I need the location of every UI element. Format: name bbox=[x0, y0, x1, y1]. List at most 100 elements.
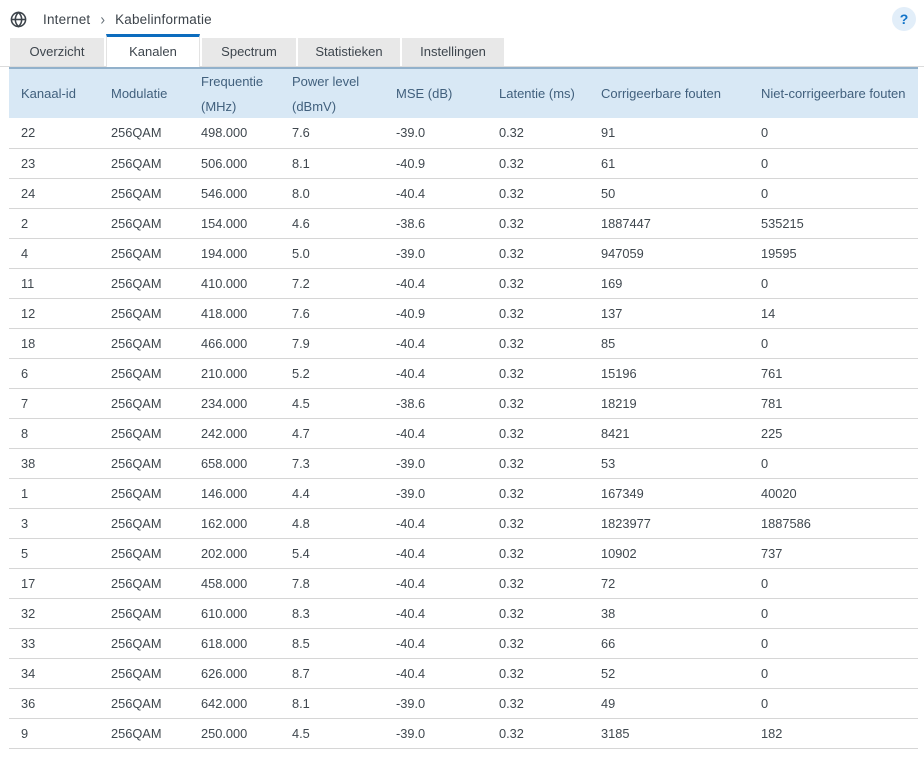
cell-kanaal-id: 3 bbox=[9, 508, 99, 539]
table-row: 17 256QAM 458.000 7.8 -40.4 0.32 72 0 bbox=[9, 568, 918, 599]
cell-niet-corrigeerbare-fouten: 737 bbox=[749, 538, 918, 569]
cell-latentie: 0.32 bbox=[487, 628, 589, 659]
cell-niet-corrigeerbare-fouten: 535215 bbox=[749, 208, 918, 239]
cell-frequentie: 626.000 bbox=[189, 658, 280, 689]
channels-table-container: Kanaal-id Modulatie Frequentie (MHz) Power l… bbox=[9, 67, 918, 749]
cell-power-level: 4.5 bbox=[280, 718, 384, 749]
column-header-latentie: Latentie (ms) bbox=[487, 68, 589, 118]
breadcrumb-bar: Internet › Kabelinformatie ? bbox=[0, 0, 924, 38]
cell-mse: -39.0 bbox=[384, 718, 487, 749]
cell-frequentie: 146.000 bbox=[189, 478, 280, 509]
cell-kanaal-id: 5 bbox=[9, 538, 99, 569]
cell-corrigeerbare-fouten: 66 bbox=[589, 628, 749, 659]
table-body: 22 256QAM 498.000 7.6 -39.0 0.32 91 0 23 256QAM 50… bbox=[9, 118, 918, 749]
cell-latentie: 0.32 bbox=[487, 508, 589, 539]
cell-niet-corrigeerbare-fouten: 0 bbox=[749, 268, 918, 299]
cell-mse: -40.4 bbox=[384, 358, 487, 389]
cell-modulatie: 256QAM bbox=[99, 358, 189, 389]
table-row: 18 256QAM 466.000 7.9 -40.4 0.32 85 0 bbox=[9, 328, 918, 359]
cell-corrigeerbare-fouten: 8421 bbox=[589, 418, 749, 449]
column-header-power-level: Power level (dBmV) bbox=[280, 68, 384, 118]
cell-niet-corrigeerbare-fouten: 14 bbox=[749, 298, 918, 329]
cell-power-level: 4.4 bbox=[280, 478, 384, 509]
cell-frequentie: 458.000 bbox=[189, 568, 280, 599]
cell-power-level: 5.4 bbox=[280, 538, 384, 569]
column-header-line: Modulatie bbox=[111, 86, 168, 101]
globe-icon bbox=[10, 10, 27, 28]
cell-frequentie: 618.000 bbox=[189, 628, 280, 659]
column-header-line: Frequentie bbox=[201, 73, 264, 89]
cell-power-level: 4.5 bbox=[280, 388, 384, 419]
table-row: 3 256QAM 162.000 4.8 -40.4 0.32 1823977 1887586 bbox=[9, 508, 918, 539]
cell-frequentie: 498.000 bbox=[189, 118, 280, 149]
cell-niet-corrigeerbare-fouten: 182 bbox=[749, 718, 918, 749]
cell-modulatie: 256QAM bbox=[99, 688, 189, 719]
column-header-line: MSE (dB) bbox=[396, 86, 453, 101]
cell-corrigeerbare-fouten: 53 bbox=[589, 448, 749, 479]
cell-modulatie: 256QAM bbox=[99, 388, 189, 419]
table-row: 5 256QAM 202.000 5.4 -40.4 0.32 10902 737 bbox=[9, 538, 918, 569]
cell-power-level: 7.2 bbox=[280, 268, 384, 299]
cell-frequentie: 410.000 bbox=[189, 268, 280, 299]
cell-niet-corrigeerbare-fouten: 0 bbox=[749, 598, 918, 629]
tab-instellingen[interactable]: Instellingen bbox=[402, 36, 504, 66]
cell-mse: -40.4 bbox=[384, 598, 487, 629]
cell-niet-corrigeerbare-fouten: 0 bbox=[749, 628, 918, 659]
cell-corrigeerbare-fouten: 50 bbox=[589, 178, 749, 209]
cell-mse: -40.4 bbox=[384, 628, 487, 659]
table-row: 12 256QAM 418.000 7.6 -40.9 0.32 137 14 bbox=[9, 298, 918, 329]
cell-kanaal-id: 33 bbox=[9, 628, 99, 659]
cell-latentie: 0.32 bbox=[487, 148, 589, 179]
table-row: 34 256QAM 626.000 8.7 -40.4 0.32 52 0 bbox=[9, 658, 918, 689]
cell-modulatie: 256QAM bbox=[99, 418, 189, 449]
cell-kanaal-id: 36 bbox=[9, 688, 99, 719]
tab-kanalen[interactable]: Kanalen bbox=[106, 34, 200, 67]
cell-mse: -40.9 bbox=[384, 148, 487, 179]
cell-latentie: 0.32 bbox=[487, 298, 589, 329]
cell-modulatie: 256QAM bbox=[99, 598, 189, 629]
column-header-corrigeerbare-fouten: Corrigeerbare fouten bbox=[589, 68, 749, 118]
cell-kanaal-id: 2 bbox=[9, 208, 99, 239]
cell-mse: -38.6 bbox=[384, 208, 487, 239]
table-row: 36 256QAM 642.000 8.1 -39.0 0.32 49 0 bbox=[9, 688, 918, 719]
cell-mse: -40.4 bbox=[384, 268, 487, 299]
tab-overzicht[interactable]: Overzicht bbox=[10, 36, 104, 66]
cell-power-level: 8.3 bbox=[280, 598, 384, 629]
table-row: 22 256QAM 498.000 7.6 -39.0 0.32 91 0 bbox=[9, 118, 918, 149]
cell-modulatie: 256QAM bbox=[99, 718, 189, 749]
cell-mse: -39.0 bbox=[384, 118, 487, 149]
cell-power-level: 5.0 bbox=[280, 238, 384, 269]
cell-modulatie: 256QAM bbox=[99, 508, 189, 539]
table-row: 24 256QAM 546.000 8.0 -40.4 0.32 50 0 bbox=[9, 178, 918, 209]
channels-table: Kanaal-id Modulatie Frequentie (MHz) Power l… bbox=[9, 67, 918, 749]
cell-modulatie: 256QAM bbox=[99, 268, 189, 299]
column-header-line: Niet-corrigeerbare fouten bbox=[761, 86, 906, 101]
cell-latentie: 0.32 bbox=[487, 328, 589, 359]
table-row: 33 256QAM 618.000 8.5 -40.4 0.32 66 0 bbox=[9, 628, 918, 659]
cell-corrigeerbare-fouten: 52 bbox=[589, 658, 749, 689]
breadcrumb-item-internet[interactable]: Internet bbox=[43, 11, 91, 27]
column-header-mse: MSE (dB) bbox=[384, 68, 487, 118]
cell-power-level: 8.1 bbox=[280, 148, 384, 179]
cell-latentie: 0.32 bbox=[487, 538, 589, 569]
cell-kanaal-id: 11 bbox=[9, 268, 99, 299]
column-header-line: Power level bbox=[292, 73, 360, 89]
tab-statistieken[interactable]: Statistieken bbox=[298, 36, 400, 66]
cell-latentie: 0.32 bbox=[487, 718, 589, 749]
tab-spectrum[interactable]: Spectrum bbox=[202, 36, 296, 66]
cell-modulatie: 256QAM bbox=[99, 238, 189, 269]
cell-corrigeerbare-fouten: 15196 bbox=[589, 358, 749, 389]
table-row: 2 256QAM 154.000 4.6 -38.6 0.32 1887447 535215 bbox=[9, 208, 918, 239]
cell-latentie: 0.32 bbox=[487, 178, 589, 209]
table-row: 6 256QAM 210.000 5.2 -40.4 0.32 15196 761 bbox=[9, 358, 918, 389]
help-button[interactable]: ? bbox=[892, 7, 916, 31]
table-header-row: Kanaal-id Modulatie Frequentie (MHz) Power l… bbox=[9, 68, 918, 118]
cell-niet-corrigeerbare-fouten: 781 bbox=[749, 388, 918, 419]
cell-niet-corrigeerbare-fouten: 0 bbox=[749, 148, 918, 179]
cell-niet-corrigeerbare-fouten: 0 bbox=[749, 658, 918, 689]
cell-corrigeerbare-fouten: 167349 bbox=[589, 478, 749, 509]
breadcrumb: Internet › Kabelinformatie bbox=[43, 10, 212, 28]
cell-kanaal-id: 8 bbox=[9, 418, 99, 449]
table-row: 23 256QAM 506.000 8.1 -40.9 0.32 61 0 bbox=[9, 148, 918, 179]
cell-latentie: 0.32 bbox=[487, 688, 589, 719]
